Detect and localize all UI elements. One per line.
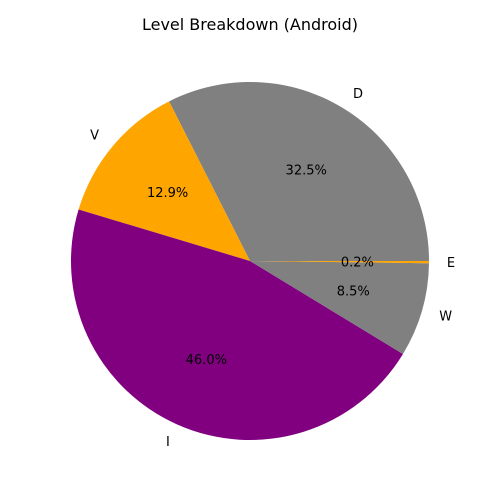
pie-slice-v [78, 101, 251, 261]
slice-label-w: W [439, 309, 452, 324]
slice-percent-v: 12.9% [147, 186, 188, 201]
pie-labels: D V I W E [90, 87, 455, 450]
slice-percent-w: 8.5% [337, 285, 370, 300]
slice-label-d: D [353, 87, 363, 102]
pie-slice-e [250, 261, 429, 264]
pie-slices [71, 81, 430, 440]
slice-percent-i: 46.0% [186, 353, 227, 368]
slice-label-e: E [447, 256, 455, 271]
pie-slice-i [71, 209, 403, 440]
pie-slice-d [169, 81, 430, 261]
slice-label-v: V [90, 129, 99, 144]
slice-percent-d: 32.5% [286, 163, 327, 178]
chart-title: Level Breakdown (Android) [142, 15, 358, 34]
slice-percent-e: 0.2% [341, 256, 374, 271]
pie-percent-labels: 32.5% 12.9% 46.0% 8.5% 0.2% [147, 163, 374, 368]
pie-slice-w [250, 261, 429, 354]
slice-label-i: I [166, 435, 170, 450]
